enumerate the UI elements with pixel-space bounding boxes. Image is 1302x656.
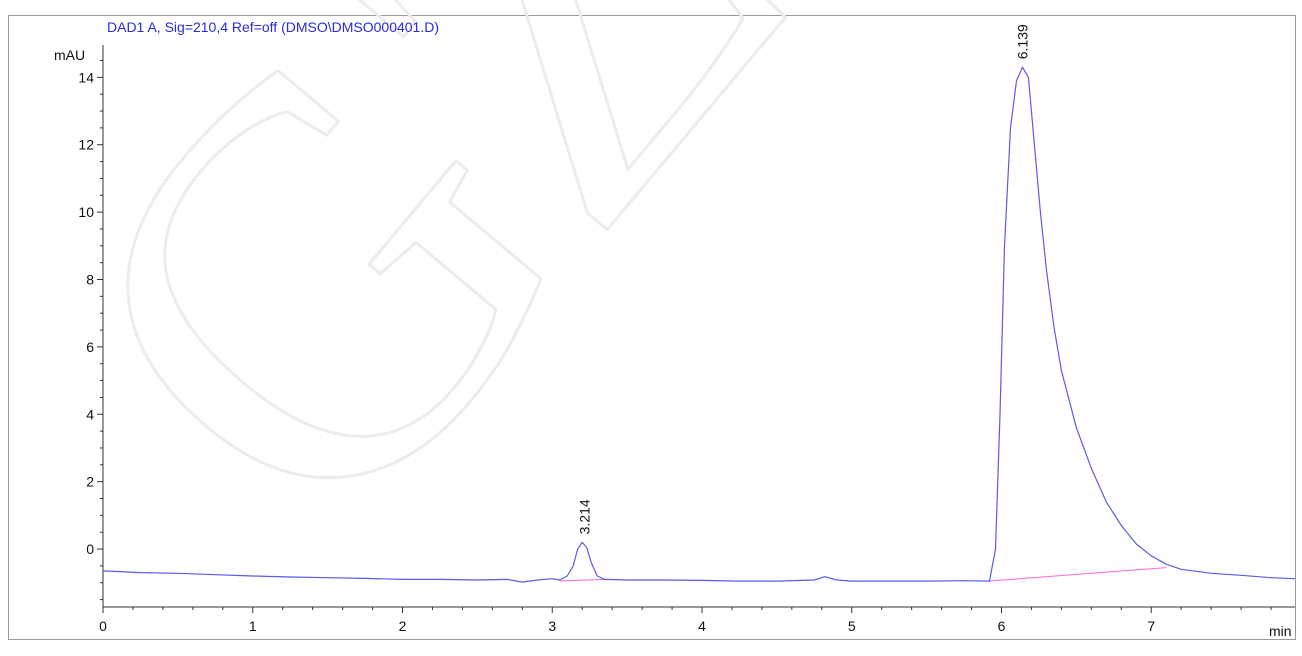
y-tick-label: 14	[78, 69, 94, 85]
y-tick-label: 10	[78, 204, 94, 220]
x-tick-label: 2	[399, 618, 407, 634]
y-tick-label: 8	[86, 272, 94, 288]
x-tick-label: 6	[998, 618, 1006, 634]
y-tick-label: 2	[86, 474, 94, 490]
chart-title: DAD1 A, Sig=210,4 Ref=off (DMSO\DMSO0004…	[107, 19, 439, 35]
peak-label: 3.214	[576, 499, 592, 534]
x-tick-label: 7	[1147, 618, 1155, 634]
y-tick-label: 0	[86, 541, 94, 557]
x-axis-label: min	[1269, 623, 1292, 639]
x-tick-label: 3	[548, 618, 556, 634]
integration-baseline	[989, 567, 1167, 582]
plot-marks: 3.214 6.139	[102, 24, 1296, 583]
peak-label: 6.139	[1014, 24, 1030, 59]
y-tick-label: 12	[78, 137, 94, 153]
x-tick-label: 4	[698, 618, 706, 634]
integration-baseline	[559, 578, 605, 582]
signal-trace	[102, 66, 1296, 583]
y-axis-label: mAU	[54, 47, 85, 63]
y-tick-label: 4	[86, 406, 94, 422]
watermark: GZHL	[0, 0, 1302, 640]
svg-text:GZHL: GZHL	[0, 0, 1302, 640]
x-tick-label: 0	[99, 618, 107, 634]
y-tick-label: 6	[86, 339, 94, 355]
chart-frame	[8, 15, 1296, 640]
x-tick-label: 1	[249, 618, 257, 634]
x-tick-label: 5	[848, 618, 856, 634]
